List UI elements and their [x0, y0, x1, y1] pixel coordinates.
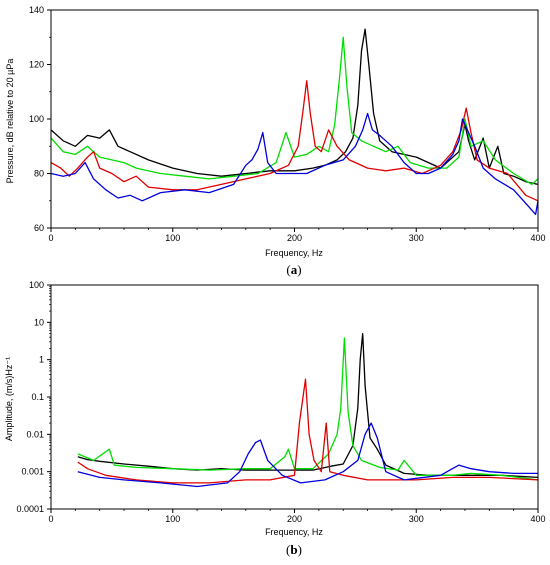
chart-b-ytick-label: 0.0001 — [16, 504, 44, 514]
chart-b-series-3 — [77, 422, 538, 488]
chart-a-series-1 — [50, 36, 539, 186]
chart-b-xtick-label: 400 — [530, 514, 545, 524]
chart-a-ytick-label: 140 — [29, 5, 44, 15]
chart-a-xlabel: Frequency, Hz — [265, 248, 323, 258]
chart-b-series-1 — [77, 337, 539, 481]
chart-a-ytick-label: 60 — [34, 223, 44, 233]
chart-b-xtick-label: 100 — [165, 514, 180, 524]
chart-a-ytick-label: 100 — [29, 114, 44, 124]
chart-b-xtick-label: 300 — [409, 514, 424, 524]
chart-b-ylabel: Amplitude, (m/s)Hz⁻¹ — [4, 357, 14, 441]
chart-a-series-0 — [50, 28, 539, 186]
chart-a-series-3 — [50, 112, 539, 216]
chart-b-ytick-label: 100 — [29, 280, 44, 290]
chart-b-ytick-label: 1 — [39, 355, 44, 365]
chart-b: Amplitude, (m/s)Hz⁻¹ Frequency, Hz (b) 0… — [4, 280, 546, 557]
chart-b-xlabel: Frequency, Hz — [265, 527, 323, 537]
chart-a-xtick-label: 400 — [530, 233, 545, 243]
chart-b-panel-label: (b) — [286, 542, 302, 557]
chart-a-xtick-label: 0 — [48, 233, 53, 243]
chart-b-series-2 — [77, 378, 539, 484]
chart-b-xtick-label: 0 — [48, 514, 53, 524]
chart-a-ylabel: Pressure, dB relative to 20 µPa — [5, 59, 15, 184]
chart-a-ytick-label: 120 — [29, 60, 44, 70]
chart-a: Pressure, dB relative to 20 µPa Frequenc… — [5, 5, 546, 277]
chart-a-panel-label: (a) — [286, 262, 301, 277]
chart-b-ytick-label: 0.001 — [21, 467, 44, 477]
chart-b-series-0 — [77, 332, 539, 479]
chart-a-xtick-label: 200 — [287, 233, 302, 243]
chart-b-ytick-label: 0.1 — [31, 392, 44, 402]
chart-a-xtick-label: 100 — [165, 233, 180, 243]
chart-a-xtick-label: 300 — [409, 233, 424, 243]
chart-b-xtick-label: 200 — [287, 514, 302, 524]
chart-b-ytick-label: 10 — [34, 317, 44, 327]
chart-a-ytick-label: 80 — [34, 169, 44, 179]
chart-a-series-2 — [50, 80, 539, 202]
chart-b-ytick-label: 0.01 — [26, 429, 44, 439]
